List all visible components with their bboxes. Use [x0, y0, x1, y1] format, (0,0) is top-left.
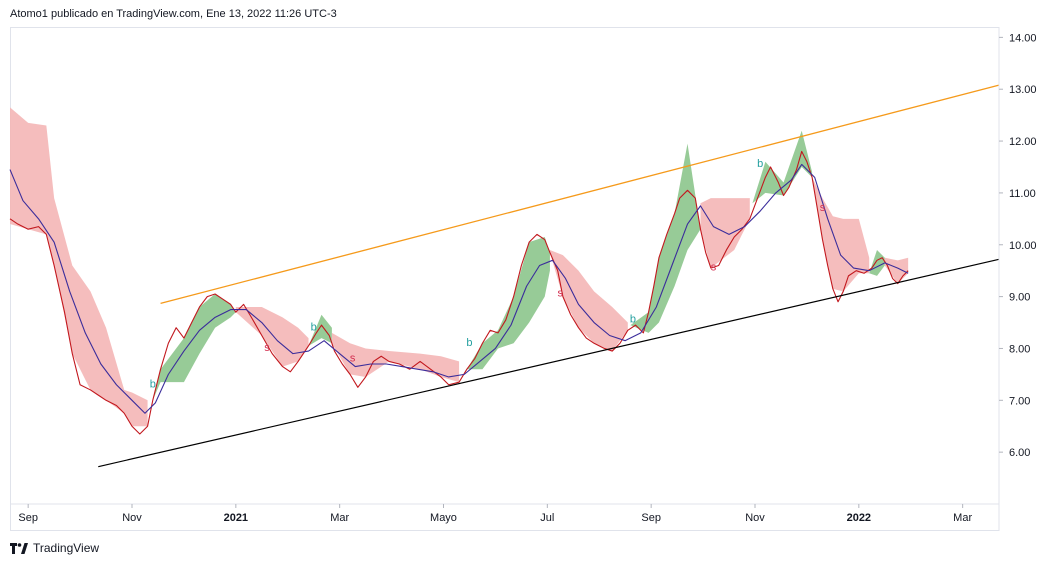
x-tick-label-5: Jul: [540, 512, 554, 524]
cloud-bear-2: [235, 306, 309, 367]
cloud-bull-9: [752, 130, 813, 204]
x-tick-label-1: Nov: [122, 512, 142, 524]
cloud-bull-5: [466, 236, 550, 370]
cloud-bull-3: [308, 314, 332, 346]
support-trend-line[interactable]: [98, 258, 1000, 468]
signal-sell-3: s: [350, 352, 356, 364]
signal-buy-8: b: [757, 158, 763, 170]
moving-average-line[interactable]: [9, 163, 909, 414]
signal-sell-1: s: [264, 342, 270, 354]
signal-buy-6: b: [630, 314, 636, 326]
cloud-bear-6: [549, 249, 628, 352]
signal-sell-5: s: [558, 288, 564, 300]
y-tick-label-2: 8.00: [1009, 343, 1030, 355]
x-tick-label-8: 2022: [847, 512, 871, 524]
signal-sell-7: s: [711, 262, 717, 274]
signal-sell-9: s: [820, 202, 826, 214]
tradingview-brand[interactable]: TradingView: [10, 541, 99, 555]
x-tick-label-3: Mar: [330, 512, 349, 524]
y-tick-label-3: 9.00: [1009, 292, 1030, 304]
tradingview-logo-icon: [10, 542, 28, 554]
brand-name: TradingView: [33, 541, 100, 555]
cloud-bear-4: [331, 332, 460, 383]
cloud-bull-11: [869, 249, 885, 276]
y-tick-label-7: 13.00: [1009, 84, 1037, 96]
price-line[interactable]: [9, 150, 909, 435]
resistance-trend-line[interactable]: [160, 84, 1000, 304]
y-tick-label-5: 11.00: [1009, 188, 1036, 200]
cloud-bear-8: [700, 198, 750, 269]
cloud-bull-1: [152, 294, 236, 401]
y-tick-label-8: 14.00: [1009, 32, 1037, 44]
cloud-layer: [10, 107, 909, 427]
cloud-bear-0: [10, 107, 148, 427]
line-layer: [9, 84, 1000, 468]
cloud-bear-10: [812, 177, 870, 292]
signal-buy-2: b: [311, 321, 317, 333]
signal-layer: b s b s b s b s b s: [150, 158, 826, 390]
x-tick-label-9: Mar: [953, 512, 972, 524]
y-tick-label-6: 12.00: [1009, 136, 1037, 148]
y-tick-label-1: 7.00: [1009, 395, 1030, 407]
x-tick-label-0: Sep: [18, 512, 38, 524]
chart-caption: Atomo1 publicado en TradingView.com, Ene…: [10, 8, 337, 20]
axis-layer: 6.00 7.00 8.00 9.00 10.00 11.00 12.00 13.00 14.0…: [10, 27, 1037, 531]
y-tick-label-4: 10.00: [1009, 240, 1037, 252]
x-tick-label-4: Mayo: [430, 512, 457, 524]
cloud-bull-7: [630, 143, 701, 333]
signal-buy-4: b: [466, 337, 472, 349]
x-tick-label-7: Nov: [745, 512, 765, 524]
cloud-bear-12: [884, 257, 909, 284]
signal-buy-0: b: [150, 378, 156, 390]
x-tick-label-2: 2021: [224, 512, 248, 524]
y-tick-label-0: 6.00: [1009, 447, 1030, 459]
chart-frame: [10, 27, 999, 531]
x-tick-label-6: Sep: [641, 512, 661, 524]
